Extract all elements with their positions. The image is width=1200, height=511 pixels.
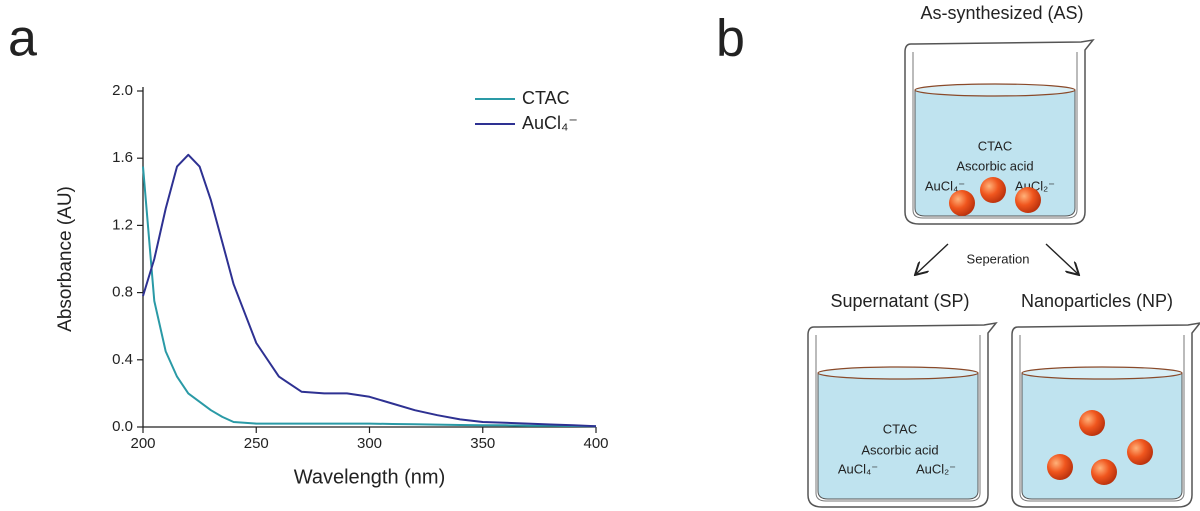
x-tick-label: 300 — [357, 435, 382, 452]
content-text: Ascorbic acid — [861, 442, 938, 457]
nanoparticle — [980, 177, 1006, 203]
nanoparticle — [1091, 459, 1117, 485]
arrow-label: Seperation — [967, 251, 1030, 266]
y-tick-label: 2.0 — [112, 82, 133, 99]
content-text: AuCl₄⁻ — [925, 178, 965, 193]
nanoparticle — [1127, 439, 1153, 465]
arrow — [1045, 243, 1078, 274]
content-text: AuCl₂⁻ — [916, 461, 956, 476]
legend-label: CTAC — [522, 88, 570, 108]
x-axis-label: Wavelength (nm) — [294, 466, 446, 488]
beaker-label: Supernatant (SP) — [830, 291, 969, 311]
nanoparticle — [1079, 410, 1105, 436]
x-tick-label: 400 — [583, 435, 608, 452]
chart: 0.0 0.4 0.8 1.2 1.6 2.0 200 250 300 350 400 Wavelen… — [55, 82, 609, 488]
nanoparticle — [1015, 187, 1041, 213]
nanoparticle — [1047, 454, 1073, 480]
beaker — [807, 322, 997, 508]
arrow — [916, 243, 949, 274]
y-tick-label: 0.8 — [112, 284, 133, 301]
beaker-label: Nanoparticles (NP) — [1021, 291, 1173, 311]
y-axis-label: Absorbance (AU) — [55, 186, 76, 332]
nanoparticle — [949, 190, 975, 216]
data-line — [142, 153, 597, 428]
diagram: As-synthesized (AS) CTAC Ascorbic acid A… — [807, 3, 1200, 508]
content-text: AuCl₄⁻ — [838, 461, 878, 476]
legend-label: AuCl₄⁻ — [522, 113, 578, 133]
x-tick-label: 250 — [244, 435, 269, 452]
y-tick-label: 1.6 — [112, 149, 133, 166]
data-line — [142, 166, 597, 428]
beaker-label: As-synthesized (AS) — [920, 3, 1083, 23]
x-tick-label: 200 — [130, 435, 155, 452]
content-text: CTAC — [883, 421, 917, 436]
content-text: Ascorbic acid — [956, 158, 1033, 173]
y-tick-label: 1.2 — [112, 216, 133, 233]
x-tick-label: 350 — [470, 435, 495, 452]
panel-label: a — [8, 10, 37, 68]
y-tick-label: 0.4 — [112, 351, 133, 368]
content-text: CTAC — [978, 138, 1012, 153]
panel-label: b — [716, 10, 745, 68]
y-tick-label: 0.0 — [112, 418, 133, 435]
